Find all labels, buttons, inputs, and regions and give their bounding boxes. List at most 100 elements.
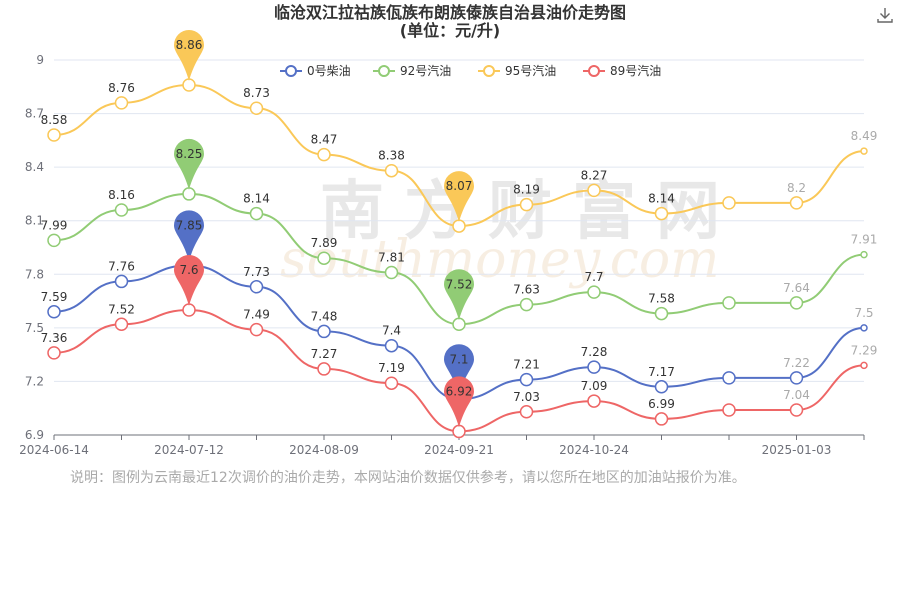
data-label: 8.76 bbox=[108, 81, 135, 95]
y-tick-label: 8.7 bbox=[25, 107, 44, 121]
data-point bbox=[249, 101, 264, 115]
data-point bbox=[722, 403, 736, 417]
legend-marker bbox=[588, 65, 600, 77]
data-label: 8.14 bbox=[648, 192, 675, 206]
data-point bbox=[519, 197, 534, 212]
data-point bbox=[789, 403, 804, 417]
data-label: 7.21 bbox=[513, 358, 540, 372]
data-label: 8.19 bbox=[513, 183, 540, 197]
watermark-cn: 南方财富网 bbox=[320, 175, 740, 249]
legend: 0号柴油 92号汽油 95号汽油 89号汽油 bbox=[280, 63, 661, 78]
data-point bbox=[114, 274, 129, 289]
data-point bbox=[654, 206, 669, 221]
data-label: 7.58 bbox=[648, 292, 675, 306]
data-point bbox=[587, 183, 601, 198]
data-label: 8.38 bbox=[378, 149, 405, 163]
y-tick-label: 6.9 bbox=[25, 428, 44, 442]
data-point bbox=[860, 250, 868, 259]
data-label: 7.52 bbox=[108, 302, 135, 316]
marker-pin-max bbox=[174, 255, 204, 306]
y-tick-label: 8.1 bbox=[25, 214, 44, 228]
data-label: 7.49 bbox=[243, 308, 270, 322]
data-label: 7.28 bbox=[581, 345, 608, 359]
data-point bbox=[317, 324, 331, 339]
data-label: 8.73 bbox=[243, 86, 270, 100]
data-label: 7.76 bbox=[108, 259, 135, 273]
series-3: 7.36 7.52 7.49 7.27 7.19 7.03 7.09 6.99 7.04 7.29… bbox=[41, 255, 878, 439]
data-point bbox=[587, 394, 601, 408]
data-point bbox=[789, 371, 804, 385]
data-label: 7.64 bbox=[783, 281, 810, 295]
data-label: 7.09 bbox=[581, 379, 608, 393]
legend-item[interactable]: 95号汽油 bbox=[478, 63, 556, 78]
x-tick-label: 2024-10-24 bbox=[559, 443, 629, 457]
data-label: 7.91 bbox=[851, 233, 878, 247]
data-point bbox=[587, 285, 601, 299]
y-tick-label: 7.2 bbox=[25, 374, 44, 388]
data-label: 7.04 bbox=[783, 388, 810, 402]
y-tick-label: 7.5 bbox=[25, 321, 44, 335]
chart-title: 临沧双江拉祜族佤族布朗族傣族自治县油价走势图 bbox=[273, 3, 626, 22]
legend-label: 95号汽油 bbox=[505, 63, 556, 78]
legend-marker bbox=[378, 65, 390, 77]
data-point bbox=[114, 203, 129, 217]
marker-pin-label: 8.25 bbox=[176, 147, 203, 161]
data-label: 8.27 bbox=[581, 168, 608, 182]
legend-item[interactable]: 0号柴油 bbox=[280, 64, 351, 78]
x-tick-label: 2024-07-12 bbox=[154, 443, 224, 457]
marker-pin-label: 7.52 bbox=[446, 277, 473, 291]
download-icon[interactable] bbox=[876, 6, 894, 24]
data-point bbox=[587, 360, 601, 374]
data-point bbox=[384, 376, 399, 390]
data-label: 8.49 bbox=[851, 129, 878, 143]
marker-pin-label: 7.85 bbox=[176, 218, 203, 232]
data-point bbox=[249, 206, 264, 221]
data-point bbox=[317, 362, 331, 376]
data-label: 7.29 bbox=[851, 343, 878, 357]
data-label: 7.89 bbox=[311, 236, 338, 250]
footnote: 说明：图例为云南最近12次调价的油价走势，本网站油价数据仅供参考，请以您所在地区… bbox=[70, 470, 746, 486]
marker-pin-min bbox=[444, 376, 474, 428]
x-tick-label: 2024-09-21 bbox=[424, 443, 494, 457]
data-label: 7.27 bbox=[311, 347, 338, 361]
legend-label: 89号汽油 bbox=[610, 63, 661, 78]
marker-pin-max bbox=[174, 210, 204, 262]
data-label: 8.58 bbox=[41, 113, 68, 127]
marker-pin-min bbox=[444, 269, 474, 321]
marker-pin-label: 6.92 bbox=[446, 384, 473, 398]
data-label: 7.7 bbox=[584, 270, 603, 284]
legend-marker bbox=[483, 65, 495, 77]
x-tick-label: 2024-06-14 bbox=[19, 443, 89, 457]
x-tick-label: 2025-01-03 bbox=[762, 443, 832, 457]
legend-marker bbox=[285, 65, 297, 77]
data-label: 7.5 bbox=[854, 306, 873, 320]
data-point bbox=[722, 296, 736, 310]
legend-item[interactable]: 92号汽油 bbox=[373, 63, 451, 78]
data-label: 7.59 bbox=[41, 290, 68, 304]
data-label: 7.99 bbox=[41, 218, 68, 232]
data-label: 7.81 bbox=[378, 251, 405, 265]
data-point bbox=[654, 412, 669, 426]
data-point bbox=[860, 324, 868, 332]
data-label: 6.99 bbox=[648, 397, 675, 411]
x-tick-label: 2024-08-09 bbox=[289, 443, 359, 457]
series-1: 7.99 8.16 8.14 7.89 7.81 7.63 7.7 7.58 7.64 7.91 8… bbox=[41, 138, 878, 332]
data-label: 8.16 bbox=[108, 188, 135, 202]
legend-label: 0号柴油 bbox=[307, 64, 351, 78]
marker-pin-label: 8.07 bbox=[446, 179, 473, 193]
series-2: 8.58 8.76 8.73 8.47 8.38 8.19 8.27 8.14 8.2 8.49 8… bbox=[41, 30, 878, 233]
data-point bbox=[789, 296, 804, 310]
data-point bbox=[47, 346, 61, 360]
data-point bbox=[789, 196, 804, 210]
data-point bbox=[114, 317, 129, 332]
marker-pin-max bbox=[174, 138, 204, 190]
data-point bbox=[249, 322, 264, 337]
data-point bbox=[114, 96, 129, 110]
line-chart: 6.9 7.2 7.5 7.8 8.1 8.4 8.7 9 2024-06-14 2024-07-… bbox=[19, 30, 878, 457]
marker-pin-label: 7.1 bbox=[449, 352, 468, 366]
data-point bbox=[47, 233, 61, 248]
data-point bbox=[317, 251, 331, 265]
data-point bbox=[722, 371, 736, 385]
data-point bbox=[519, 372, 534, 387]
legend-item[interactable]: 89号汽油 bbox=[583, 63, 661, 78]
